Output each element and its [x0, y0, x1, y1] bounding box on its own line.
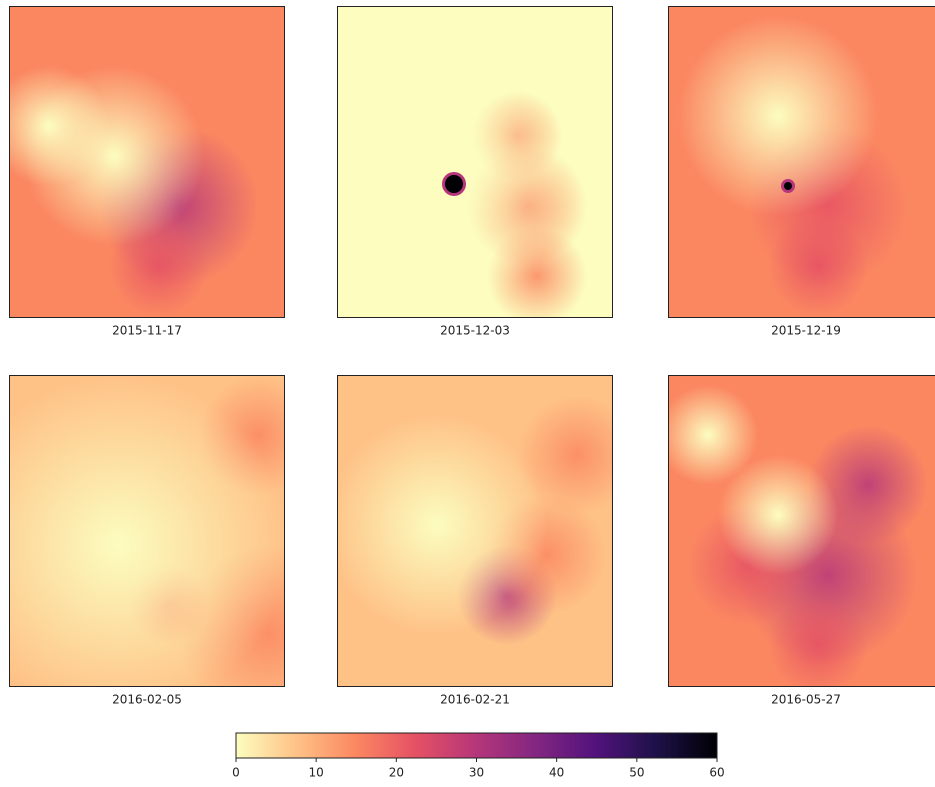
- figure: 2015-11-17 2015-12-03 2015-12-19 2016-02-05…: [0, 0, 935, 783]
- colorbar: [236, 733, 717, 758]
- colorbar-tick-label: 20: [389, 766, 404, 780]
- image-panel: [0, 6, 285, 318]
- colorbar-tick-label: 60: [709, 766, 724, 780]
- image-panel: [257, 0, 613, 326]
- panel-label: 2015-12-19: [771, 324, 841, 338]
- page: {"chart_data": {"type": "image-grid", "p…: [0, 0, 935, 783]
- image-panel: [668, 6, 935, 318]
- panel-label: 2016-05-27: [771, 693, 841, 707]
- image-panel: [327, 375, 637, 687]
- colorbar-tick-label: 30: [469, 766, 484, 780]
- panel-label: 2016-02-21: [440, 693, 510, 707]
- panel-label: 2015-11-17: [112, 324, 182, 338]
- image-panel: [0, 375, 359, 725]
- panel-label: 2015-12-03: [440, 324, 510, 338]
- colorbar-tick-label: 0: [232, 766, 240, 780]
- colorbar-tick-label: 10: [309, 766, 324, 780]
- panel-label: 2016-02-05: [112, 693, 182, 707]
- colorbar-tick-label: 40: [549, 766, 564, 780]
- colorbar-tick-label: 50: [629, 766, 644, 780]
- image-panel: [658, 375, 935, 695]
